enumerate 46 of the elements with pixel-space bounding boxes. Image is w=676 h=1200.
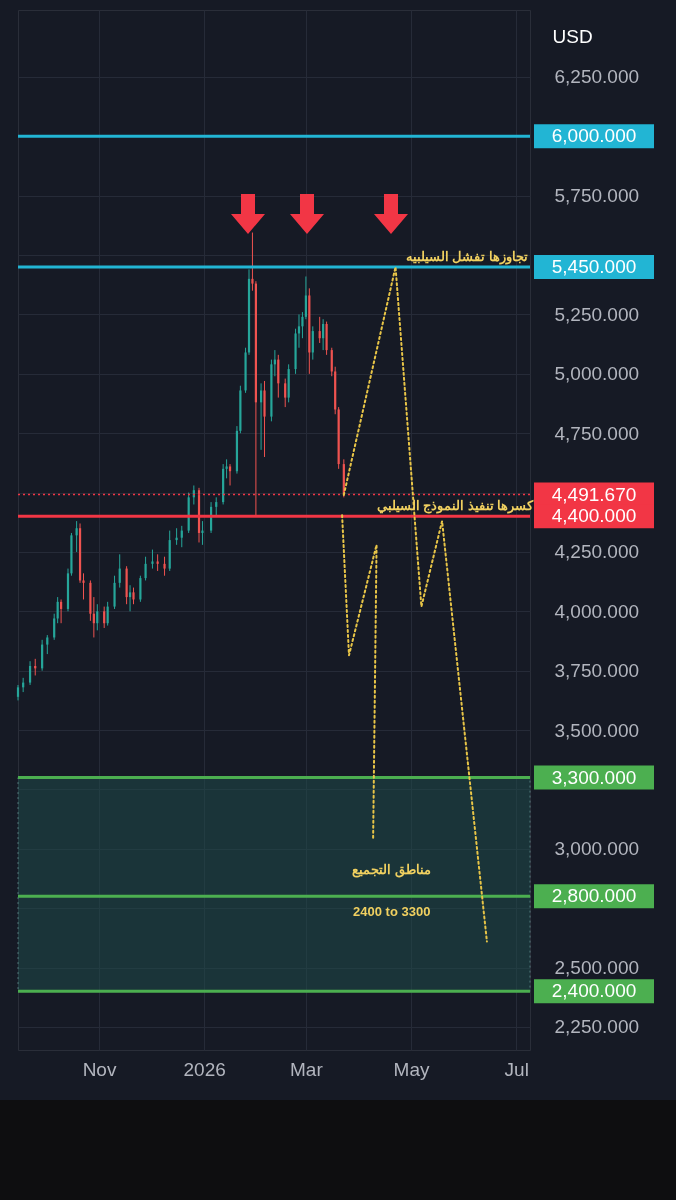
candlestick [144, 556, 147, 581]
y-tick-label: 6,250.000 [554, 66, 640, 88]
x-tick-label: Nov [82, 1058, 117, 1080]
y-tick-label: 5,000.000 [554, 363, 640, 385]
candlestick [28, 660, 32, 686]
candlestick [46, 634, 49, 655]
candlestick [284, 378, 287, 408]
y-tick-label: 3,000.000 [554, 838, 640, 860]
ref-line-label: 2,400.000 [551, 980, 637, 1002]
annotation: 2400 to 3300 [353, 904, 431, 920]
y-tick-label: 5,750.000 [554, 185, 640, 207]
y-tick-label: 4,000.000 [554, 600, 640, 622]
candlestick [113, 575, 116, 610]
annotation: تجاوزها تفشل السيلبيه [405, 248, 529, 265]
x-tick-label: Mar [290, 1058, 324, 1080]
ref-line-label: 3,300.000 [551, 766, 637, 788]
y-axis-title: USD [552, 25, 593, 47]
candlestick [118, 553, 121, 589]
ref-line-label: 2,800.000 [551, 885, 637, 907]
ref-line-label: 4,491.670 [551, 483, 637, 505]
candlestick [215, 496, 218, 517]
y-tick-label: 2,500.000 [554, 957, 640, 979]
y-tick-label: 4,250.000 [554, 541, 640, 563]
candlestick [322, 318, 325, 351]
y-tick-label: 3,750.000 [554, 660, 640, 682]
y-tick-label: 3,500.000 [554, 719, 640, 741]
y-tick-label: 4,750.000 [554, 422, 640, 444]
y-tick-label: 5,250.000 [554, 303, 640, 325]
ref-line-label: 4,400.000 [551, 505, 637, 527]
candlestick [201, 520, 204, 546]
x-tick-label: May [393, 1058, 430, 1080]
x-tick-label: 2026 [183, 1058, 226, 1080]
ref-line-label: 6,000.000 [551, 125, 637, 147]
annotation: كسرها تنفيذ النموذج السيلبي [376, 498, 535, 515]
x-tick-label: Jul [504, 1058, 529, 1080]
y-tick-label: 2,250.000 [554, 1016, 640, 1038]
annotation: مناطق التجميع [352, 861, 432, 878]
candlestick [228, 463, 232, 486]
candlestick [96, 603, 99, 631]
candlestick [163, 556, 166, 577]
line-series [341, 514, 378, 841]
candlestick [53, 613, 56, 641]
ref-line-label: 5,450.000 [551, 255, 637, 277]
candlestick [103, 606, 106, 629]
candlestick [259, 382, 263, 451]
candlestick [151, 549, 154, 570]
